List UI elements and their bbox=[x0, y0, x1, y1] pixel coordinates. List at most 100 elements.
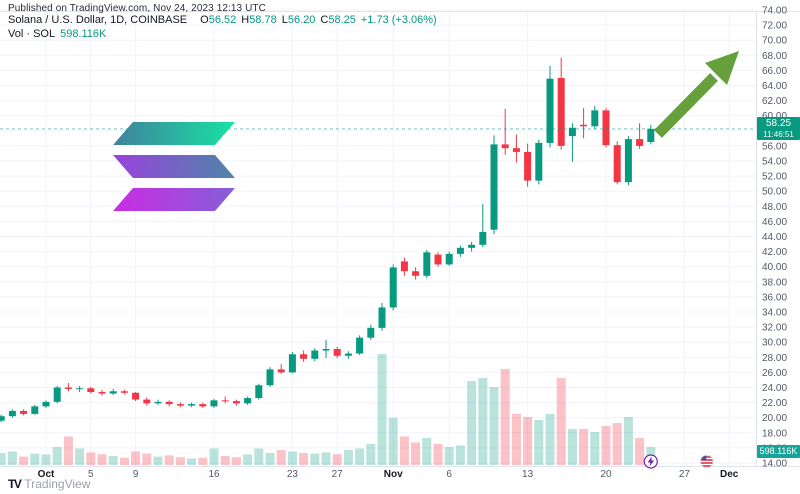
price-axis-label: 14.00 bbox=[762, 459, 787, 470]
price-axis-label: 50.00 bbox=[762, 187, 787, 198]
candle-body bbox=[199, 404, 207, 407]
volume-bar bbox=[612, 423, 622, 465]
volume-axis-value: 598.116K bbox=[759, 446, 798, 456]
symbol-title[interactable]: Solana / U.S. Dollar, 1D, COINBASE bbox=[8, 14, 188, 26]
candle-body bbox=[255, 385, 263, 399]
price-axis-label: 70.00 bbox=[762, 36, 787, 47]
candles bbox=[0, 57, 655, 423]
legend-ohlc-row: Solana / U.S. Dollar, 1D, COINBASE O56.52… bbox=[8, 14, 437, 27]
candle-body bbox=[412, 271, 420, 276]
volume-bar bbox=[164, 455, 174, 465]
volume-bar bbox=[388, 417, 398, 465]
candle-body bbox=[524, 151, 532, 181]
candle-body bbox=[277, 369, 285, 373]
volume-bar bbox=[254, 448, 264, 465]
candle-body bbox=[389, 267, 397, 308]
lightning-event-icon[interactable] bbox=[643, 454, 658, 469]
price-axis-label: 26.00 bbox=[762, 368, 787, 379]
volume-bar bbox=[422, 438, 432, 465]
volume-bar bbox=[489, 387, 499, 465]
time-axis-label: 9 bbox=[132, 469, 139, 480]
volume-bar bbox=[0, 453, 6, 465]
price-axis-label: 28.00 bbox=[762, 353, 787, 364]
candle-body bbox=[344, 353, 352, 356]
price-axis-label: 64.00 bbox=[762, 81, 787, 92]
volume-study-value: 598.116K bbox=[60, 28, 107, 40]
price-axis-label: 68.00 bbox=[762, 51, 787, 62]
volume-bars bbox=[0, 354, 656, 465]
volume-bar bbox=[243, 454, 253, 465]
volume-study-label[interactable]: Vol · SOL bbox=[8, 28, 56, 40]
candle-body bbox=[512, 148, 520, 152]
solana-logo-top-bar bbox=[113, 122, 235, 145]
price-axis-label: 62.00 bbox=[762, 96, 787, 107]
candle-body bbox=[221, 400, 229, 402]
time-axis-label: 20 bbox=[600, 469, 612, 480]
candle-body bbox=[322, 348, 330, 351]
candle-body bbox=[232, 401, 240, 404]
volume-bar bbox=[478, 378, 488, 465]
published-bar: Published on TradingView.com, Nov 24, 20… bbox=[8, 3, 266, 14]
volume-bar bbox=[433, 444, 443, 465]
time-axis[interactable]: Oct 5 9 16 23 27 Nov 6 13 20 27 Dec bbox=[0, 467, 756, 481]
high-label: H bbox=[241, 14, 250, 26]
bar-close-countdown: 11:46:51 bbox=[763, 130, 794, 139]
candle-body bbox=[333, 348, 341, 356]
solana-logo-bottom-bar bbox=[113, 188, 235, 211]
price-axis-label: 54.00 bbox=[762, 157, 787, 168]
volume-bar bbox=[377, 354, 387, 465]
low-label: L bbox=[281, 14, 288, 26]
candle-body bbox=[501, 144, 509, 149]
candle-body bbox=[31, 406, 39, 414]
candle-body bbox=[143, 399, 151, 404]
candle-body bbox=[624, 139, 632, 183]
price-axis-labels[interactable]: 74.00 72.00 70.00 68.00 66.00 64.00 62.00 60.00… bbox=[762, 6, 787, 470]
volume-bar bbox=[231, 457, 241, 465]
candle-body bbox=[456, 247, 464, 254]
tradingview-footer[interactable]: TV TradingView bbox=[8, 477, 90, 491]
volume-bar bbox=[523, 417, 533, 465]
candle-body bbox=[479, 231, 487, 245]
volume-bar bbox=[119, 457, 129, 465]
trend-arrow[interactable] bbox=[654, 51, 739, 138]
us-flag-event-icon[interactable] bbox=[699, 454, 714, 469]
price-axis-label: 40.00 bbox=[762, 262, 787, 273]
open-label: O bbox=[200, 14, 209, 26]
price-axis-label: 24.00 bbox=[762, 383, 787, 394]
candle-body bbox=[367, 327, 375, 338]
volume-bar bbox=[444, 447, 454, 465]
price-axis-label: 32.00 bbox=[762, 323, 787, 334]
candle-body bbox=[613, 145, 621, 183]
volume-bar bbox=[332, 454, 342, 465]
volume-bar bbox=[579, 429, 589, 465]
price-axis-label: 42.00 bbox=[762, 247, 787, 258]
price-axis-label: 60.00 bbox=[762, 111, 787, 122]
volume-bar bbox=[511, 414, 521, 465]
last-price-badge[interactable]: 58.25 11:46:51 bbox=[757, 117, 800, 140]
volume-bar bbox=[153, 456, 163, 465]
candle-body bbox=[165, 401, 173, 405]
candle-body bbox=[109, 391, 117, 394]
volume-bar bbox=[220, 456, 230, 465]
candle-body bbox=[490, 144, 498, 230]
event-icons[interactable] bbox=[643, 454, 714, 469]
volume-bar bbox=[108, 456, 118, 465]
candle-body bbox=[580, 124, 588, 127]
time-axis-label: 27 bbox=[678, 469, 690, 480]
volume-axis-badge[interactable]: 598.116K bbox=[757, 445, 800, 458]
volume-bar bbox=[19, 456, 29, 465]
candle-body bbox=[400, 261, 408, 272]
low-value: 56.20 bbox=[287, 14, 316, 26]
candle-body bbox=[378, 307, 386, 328]
candle-body bbox=[64, 387, 72, 390]
published-text: Published on TradingView.com, Nov 24, 20… bbox=[8, 3, 266, 14]
close-label: C bbox=[320, 14, 329, 26]
volume-bar bbox=[500, 369, 510, 465]
open-value: 56.52 bbox=[208, 14, 237, 26]
price-axis-label: 66.00 bbox=[762, 66, 787, 77]
symbol-legend[interactable]: Solana / U.S. Dollar, 1D, COINBASE O56.52… bbox=[8, 14, 437, 41]
price-axis-label: 36.00 bbox=[762, 292, 787, 303]
candle-body bbox=[468, 244, 476, 248]
volume-bar bbox=[7, 451, 17, 465]
